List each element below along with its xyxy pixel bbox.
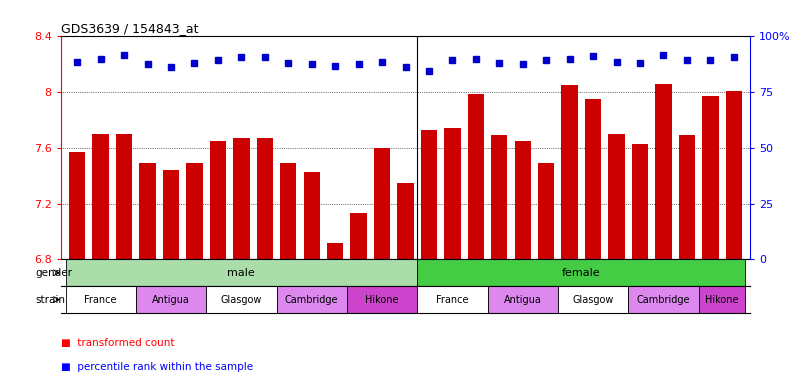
Bar <box>629 286 698 313</box>
Bar <box>417 260 745 286</box>
Bar <box>487 286 558 313</box>
Bar <box>655 84 672 260</box>
Bar <box>561 85 577 260</box>
Bar <box>116 134 132 260</box>
Bar <box>327 243 343 260</box>
Text: Cambridge: Cambridge <box>285 295 338 305</box>
Text: ■  percentile rank within the sample: ■ percentile rank within the sample <box>61 362 253 372</box>
Text: GDS3639 / 154843_at: GDS3639 / 154843_at <box>61 22 199 35</box>
Bar <box>234 138 250 260</box>
Bar <box>66 286 136 313</box>
Text: gender: gender <box>35 268 72 278</box>
Text: France: France <box>84 295 117 305</box>
Bar <box>702 96 719 260</box>
Bar <box>66 260 417 286</box>
Bar <box>558 286 629 313</box>
Text: Antigua: Antigua <box>504 295 542 305</box>
Bar <box>538 163 555 260</box>
Text: Glasgow: Glasgow <box>573 295 614 305</box>
Text: France: France <box>436 295 469 305</box>
Bar <box>444 129 461 260</box>
Bar <box>679 136 695 260</box>
Bar <box>374 148 390 260</box>
Bar <box>608 134 624 260</box>
Bar <box>491 136 508 260</box>
Bar <box>69 152 85 260</box>
Bar <box>187 163 203 260</box>
Bar <box>210 141 226 260</box>
Bar <box>417 286 487 313</box>
Text: Hikone: Hikone <box>365 295 399 305</box>
Bar <box>350 214 367 260</box>
Bar <box>514 141 531 260</box>
Text: Hikone: Hikone <box>706 295 739 305</box>
Text: female: female <box>562 268 601 278</box>
Bar <box>277 286 347 313</box>
Bar <box>632 144 648 260</box>
Bar <box>136 286 206 313</box>
Bar <box>347 286 417 313</box>
Text: ■  transformed count: ■ transformed count <box>61 338 174 348</box>
Bar <box>585 99 601 260</box>
Bar <box>256 138 273 260</box>
Text: Glasgow: Glasgow <box>221 295 262 305</box>
Bar <box>468 94 484 260</box>
Bar <box>726 91 742 260</box>
Bar <box>698 286 745 313</box>
Text: strain: strain <box>35 295 65 305</box>
Bar <box>92 134 109 260</box>
Text: Cambridge: Cambridge <box>637 295 690 305</box>
Bar <box>303 172 320 260</box>
Bar <box>280 163 297 260</box>
Bar <box>421 130 437 260</box>
Bar <box>397 183 414 260</box>
Bar <box>139 163 156 260</box>
Text: male: male <box>228 268 255 278</box>
Bar <box>206 286 277 313</box>
Text: Antigua: Antigua <box>152 295 190 305</box>
Bar <box>163 170 179 260</box>
